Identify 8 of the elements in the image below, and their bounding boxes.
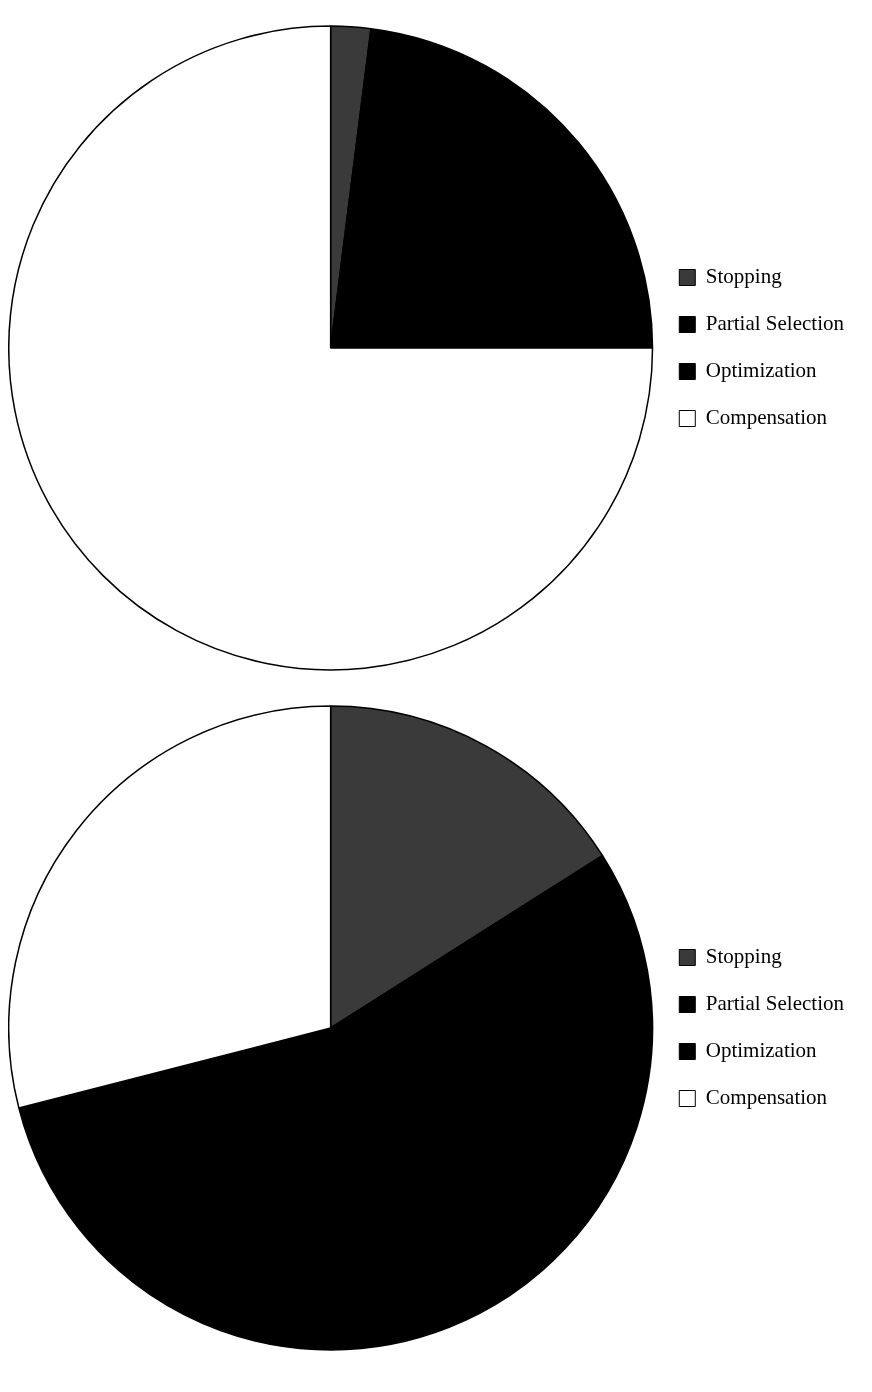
legend-label: Stopping: [705, 264, 783, 289]
legend-label: Compensation: [705, 405, 828, 430]
legend-label: Partial Selection: [705, 311, 845, 336]
legend-label: Partial Selection: [705, 991, 845, 1016]
legend-label: Compensation: [705, 1085, 828, 1110]
legend-label: Optimization: [705, 358, 818, 383]
legend-label: Optimization: [705, 1038, 818, 1063]
legend-label: Stopping: [705, 944, 783, 969]
